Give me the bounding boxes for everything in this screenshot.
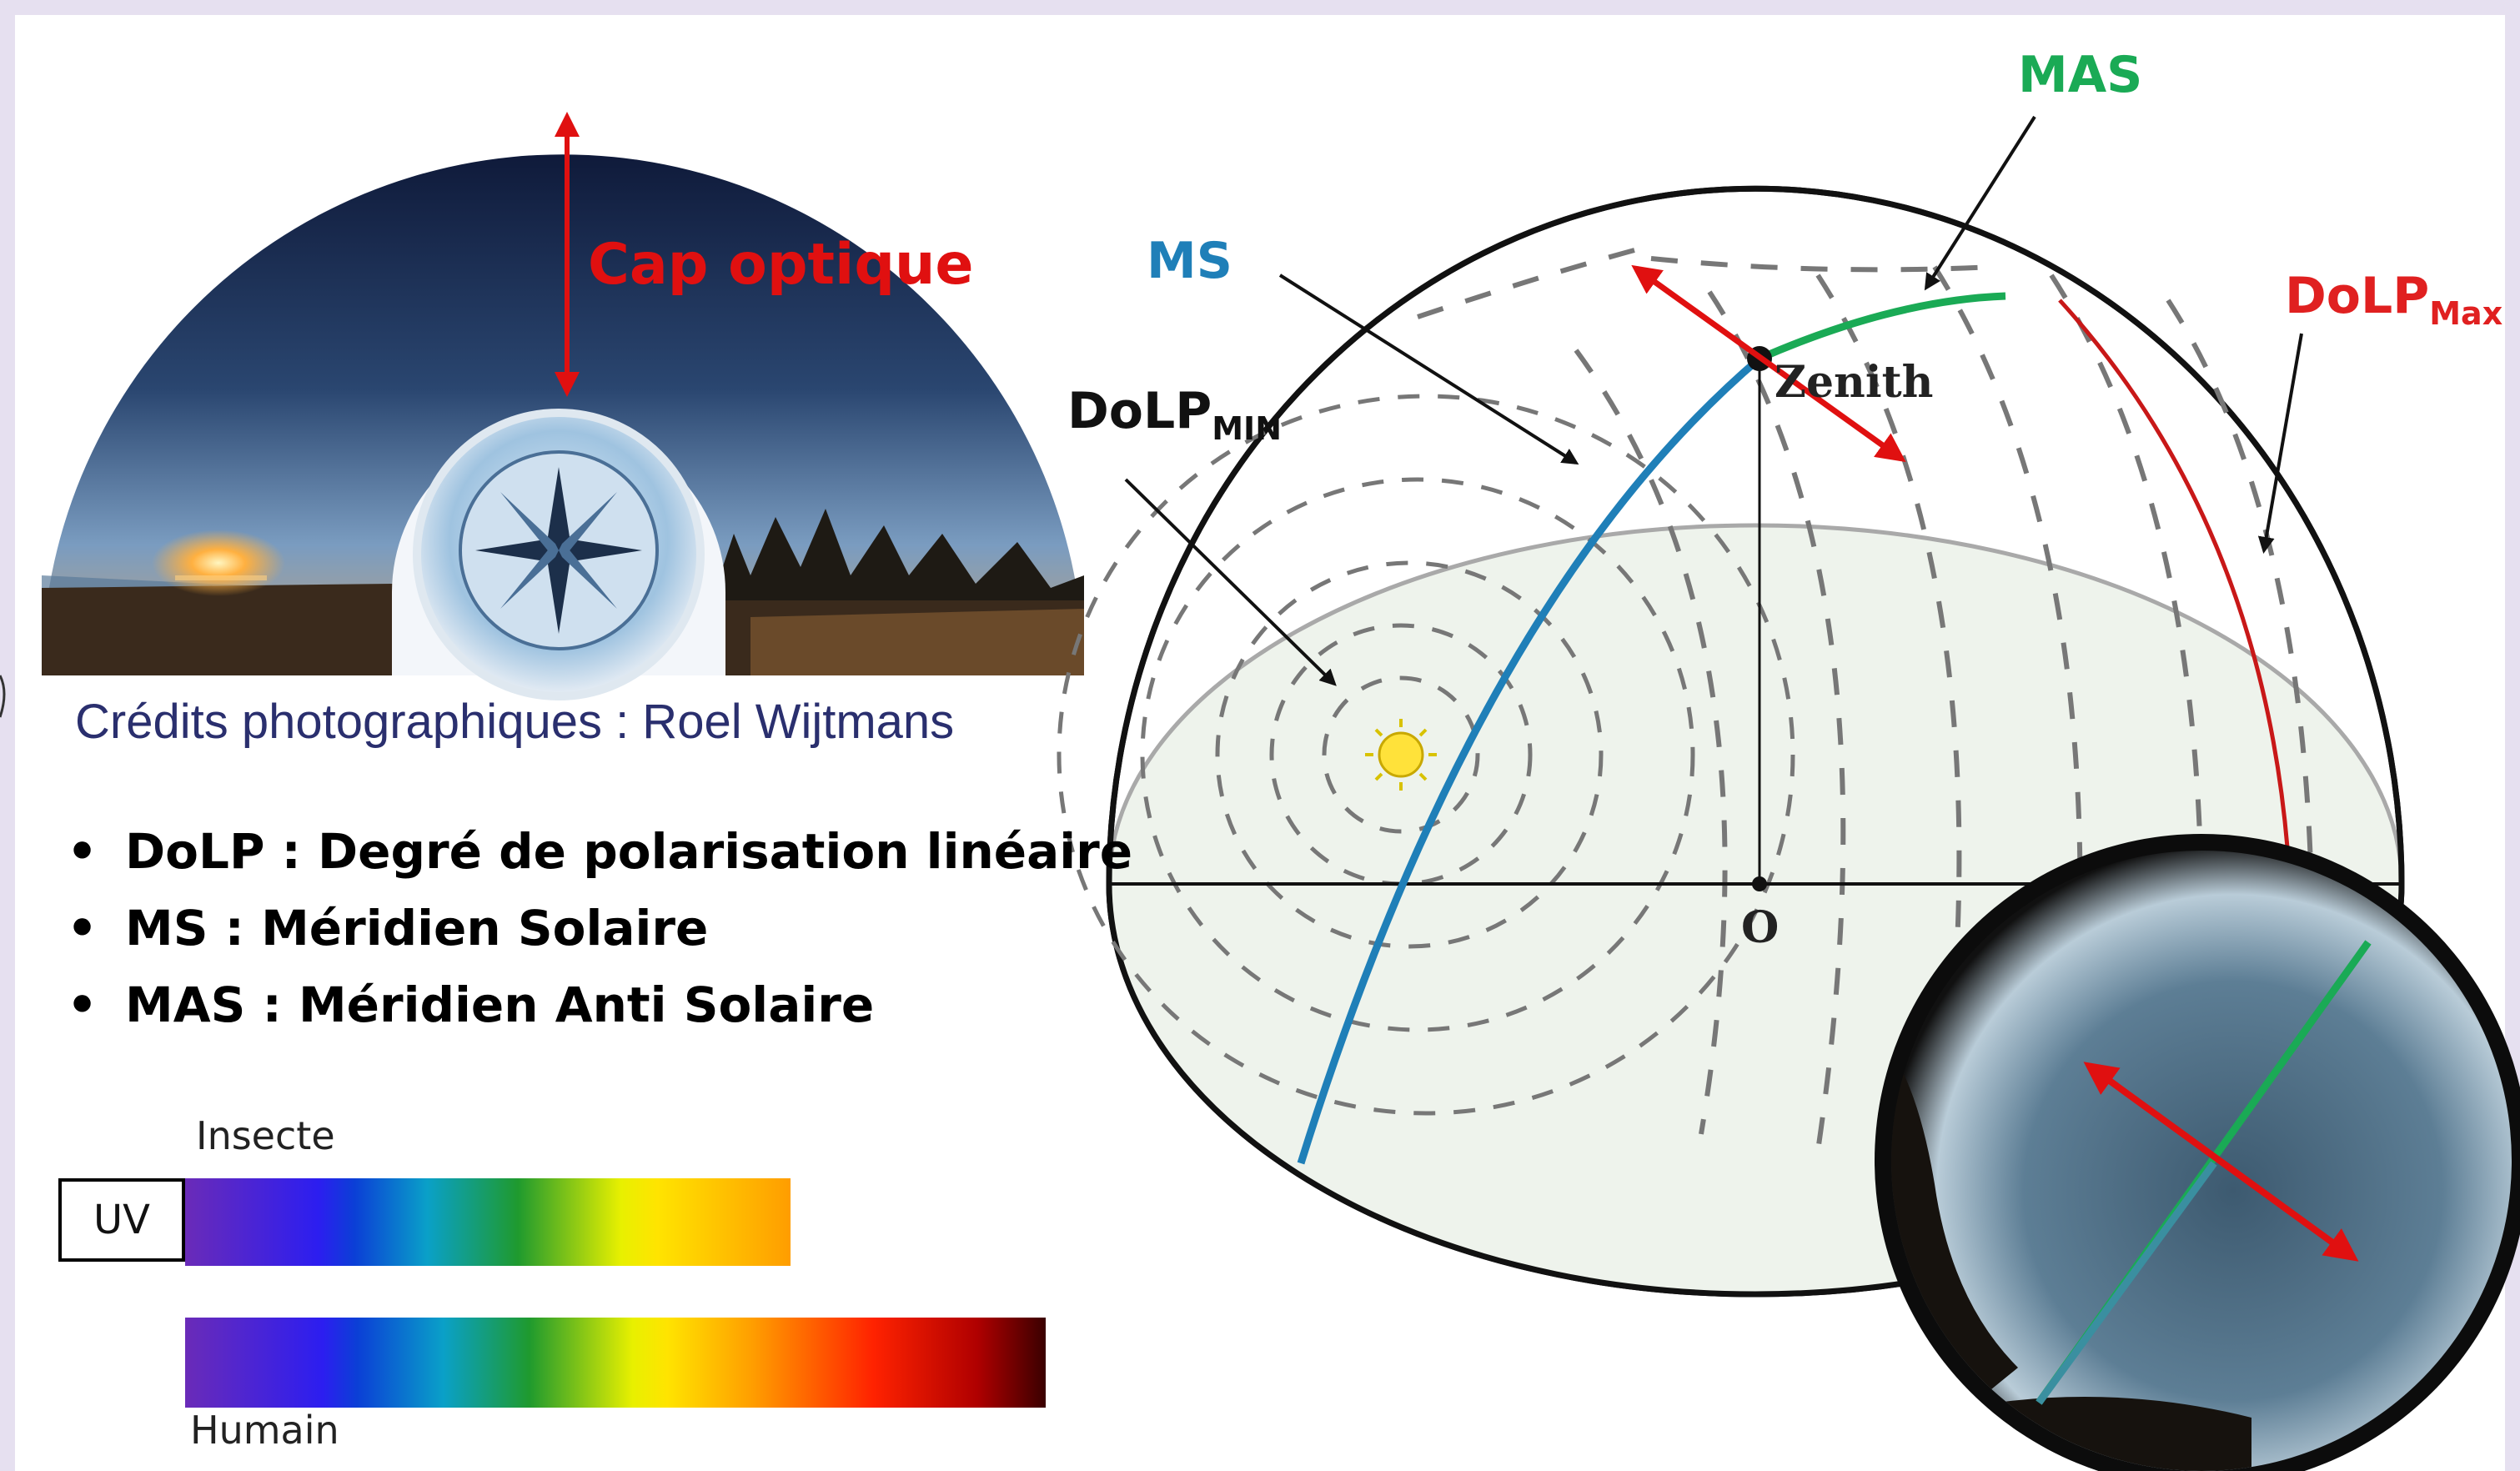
uv-box: UV	[58, 1178, 185, 1262]
origin-point	[1752, 876, 1767, 891]
photo-credits: Crédits photographiques : Roel Wijtmans	[75, 695, 955, 749]
ms-label: MS	[1147, 232, 1232, 290]
cap-optique-label: Cap optique	[588, 232, 974, 298]
dolp-max-base: DoLP	[2285, 267, 2430, 325]
polarization-arrow-zenith	[1631, 264, 1906, 463]
dolp-max-label: DoLPMax	[2285, 267, 2502, 332]
insect-spectrum-bar	[185, 1178, 791, 1266]
definition-list: DoLP : Degré de polarisation linéaire MS…	[67, 813, 1132, 1043]
sun-icon	[1365, 719, 1437, 791]
fisheye-sky-photo	[1875, 834, 2520, 1471]
dolp-max-pointer-arrow	[2257, 333, 2303, 554]
origin-label: O	[1741, 902, 1780, 953]
panorama-photo	[42, 112, 1084, 700]
dolp-min-label: DoLPMIN	[1067, 382, 1282, 447]
insect-spectrum-label: Insecte	[196, 1113, 335, 1158]
fisheye-polarization-arrow	[2083, 1062, 2359, 1262]
human-spectrum-bar	[185, 1318, 1046, 1408]
definition-item: MAS : Méridien Anti Solaire	[67, 966, 1132, 1043]
dolp-min-base: DoLP	[1067, 382, 1212, 440]
human-spectrum-label: Humain	[190, 1408, 339, 1453]
definition-item: DoLP : Degré de polarisation linéaire	[67, 813, 1132, 890]
mas-label: MAS	[2018, 46, 2143, 104]
compass-icon	[392, 409, 725, 700]
definition-item: MS : Méridien Solaire	[67, 890, 1132, 966]
ms-pointer-arrow	[1278, 274, 1579, 465]
dolp-min-pointer-arrow	[1124, 478, 1337, 686]
zenith-label: Zenith	[1775, 357, 1934, 408]
dolp-max-sub: Max	[2429, 295, 2503, 332]
dolp-min-sub: MIN	[1212, 410, 1282, 447]
mas-pointer-arrow	[1924, 115, 2036, 291]
